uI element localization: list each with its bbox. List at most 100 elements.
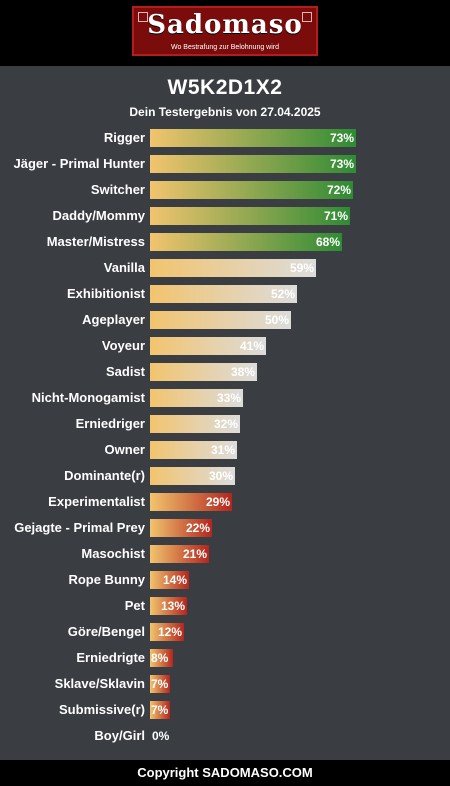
result-bar <box>150 545 209 563</box>
category-label: Daddy/Mommy <box>52 208 145 223</box>
result-bar <box>150 519 212 537</box>
result-bar <box>150 311 291 329</box>
result-bar <box>150 363 257 381</box>
result-bar <box>150 389 243 407</box>
result-bar <box>150 493 232 511</box>
result-title: W5K2D1X2 <box>167 76 283 99</box>
category-label: Erniedrigte <box>76 650 145 665</box>
result-row: Sadist 38% <box>0 363 450 381</box>
percent-label: 33% <box>216 391 241 405</box>
percent-label: 72% <box>326 183 351 197</box>
result-bar <box>150 623 184 641</box>
result-bar <box>150 337 266 355</box>
percent-label: 73% <box>329 131 354 145</box>
percent-label: 7% <box>151 703 169 717</box>
category-label: Masochist <box>81 546 145 561</box>
category-label: Göre/Bengel <box>67 624 145 639</box>
result-bar <box>150 233 342 251</box>
result-row: Boy/Girl 0% <box>0 727 450 745</box>
percent-label: 68% <box>315 235 340 249</box>
result-row: Rope Bunny 14% <box>0 571 450 589</box>
result-row: Exhibitionist 52% <box>0 285 450 303</box>
category-label: Submissive(r) <box>59 702 145 717</box>
category-label: Voyeur <box>101 338 145 353</box>
percent-label: 71% <box>323 209 348 223</box>
category-label: Experimentalist <box>48 494 145 509</box>
result-bar <box>150 207 350 225</box>
result-row: Experimentalist 29% <box>0 493 450 511</box>
percent-label: 14% <box>162 573 187 587</box>
percent-label: 0% <box>152 729 170 743</box>
percent-label: 41% <box>239 339 264 353</box>
percent-label: 31% <box>210 443 235 457</box>
result-bar <box>150 597 187 615</box>
result-row: Voyeur 41% <box>0 337 450 355</box>
percent-label: 59% <box>289 261 314 275</box>
category-label: Ageplayer <box>82 312 145 327</box>
percent-label: 12% <box>157 625 182 639</box>
result-bar <box>150 649 173 667</box>
result-row: Göre/Bengel 12% <box>0 623 450 641</box>
percent-label: 13% <box>160 599 185 613</box>
category-label: Exhibitionist <box>67 286 145 301</box>
logo-tagline: Wo Bestrafung zur Belohnung wird <box>170 44 280 51</box>
category-label: Master/Mistress <box>46 234 145 249</box>
category-label: Sklave/Sklavin <box>54 676 145 691</box>
site-header: Sadomaso Wo Bestrafung zur Belohnung wir… <box>0 0 450 66</box>
result-bar <box>150 259 316 277</box>
category-label: Erniedriger <box>75 416 145 431</box>
category-label: Boy/Girl <box>94 728 145 743</box>
result-row: Pet 13% <box>0 597 450 615</box>
percent-label: 21% <box>182 547 207 561</box>
result-row: Master/Mistress 68% <box>0 233 450 251</box>
result-row: Masochist 21% <box>0 545 450 563</box>
category-label: Gejagte - Primal Prey <box>14 520 145 535</box>
site-logo[interactable]: Sadomaso Wo Bestrafung zur Belohnung wir… <box>132 6 318 56</box>
category-label: Jäger - Primal Hunter <box>13 156 146 171</box>
copyright-text: Copyright SADOMASO.COM <box>137 765 313 780</box>
result-row: Erniedrigte 8% <box>0 649 450 667</box>
result-bar <box>150 415 240 433</box>
result-bar <box>150 467 235 485</box>
percent-label: 32% <box>213 417 238 431</box>
percent-label: 22% <box>185 521 210 535</box>
result-row: Jäger - Primal Hunter 73% <box>0 155 450 173</box>
category-label: Nicht-Monogamist <box>31 390 145 405</box>
category-label: Pet <box>124 598 145 613</box>
result-row: Owner 31% <box>0 441 450 459</box>
category-label: Sadist <box>105 364 145 379</box>
category-label: Rigger <box>103 130 145 145</box>
result-row: Switcher 72% <box>0 181 450 199</box>
percent-label: 29% <box>205 495 230 509</box>
category-label: Rope Bunny <box>68 572 145 587</box>
result-bar <box>150 181 353 199</box>
result-row: Gejagte - Primal Prey 22% <box>0 519 450 537</box>
result-bar <box>150 155 356 173</box>
result-bar <box>150 129 356 147</box>
result-bar <box>150 571 189 589</box>
result-row: Sklave/Sklavin 7% <box>0 675 450 693</box>
logo-text: Sadomaso <box>147 10 303 40</box>
percent-label: 30% <box>208 469 233 483</box>
result-bar <box>150 441 237 459</box>
result-bar <box>150 675 170 693</box>
result-row: Rigger 73% <box>0 129 450 147</box>
category-label: Vanilla <box>103 260 145 275</box>
percent-label: 50% <box>264 313 289 327</box>
result-bar <box>150 285 297 303</box>
result-row: Ageplayer 50% <box>0 311 450 329</box>
result-row: Dominante(r) 30% <box>0 467 450 485</box>
percent-label: 73% <box>329 157 354 171</box>
site-footer: Copyright SADOMASO.COM <box>0 760 450 786</box>
result-subtitle: Dein Testergebnis von 27.04.2025 <box>129 105 321 119</box>
percent-label: 38% <box>230 365 255 379</box>
percent-label: 52% <box>270 287 295 301</box>
result-row: Submissive(r) 7% <box>0 701 450 719</box>
percent-label: 8% <box>151 651 169 665</box>
category-label: Dominante(r) <box>64 468 145 483</box>
percent-label: 7% <box>151 677 169 691</box>
category-label: Switcher <box>90 182 145 197</box>
result-row: Vanilla 59% <box>0 259 450 277</box>
result-row: Erniedriger 32% <box>0 415 450 433</box>
category-label: Owner <box>104 442 145 457</box>
